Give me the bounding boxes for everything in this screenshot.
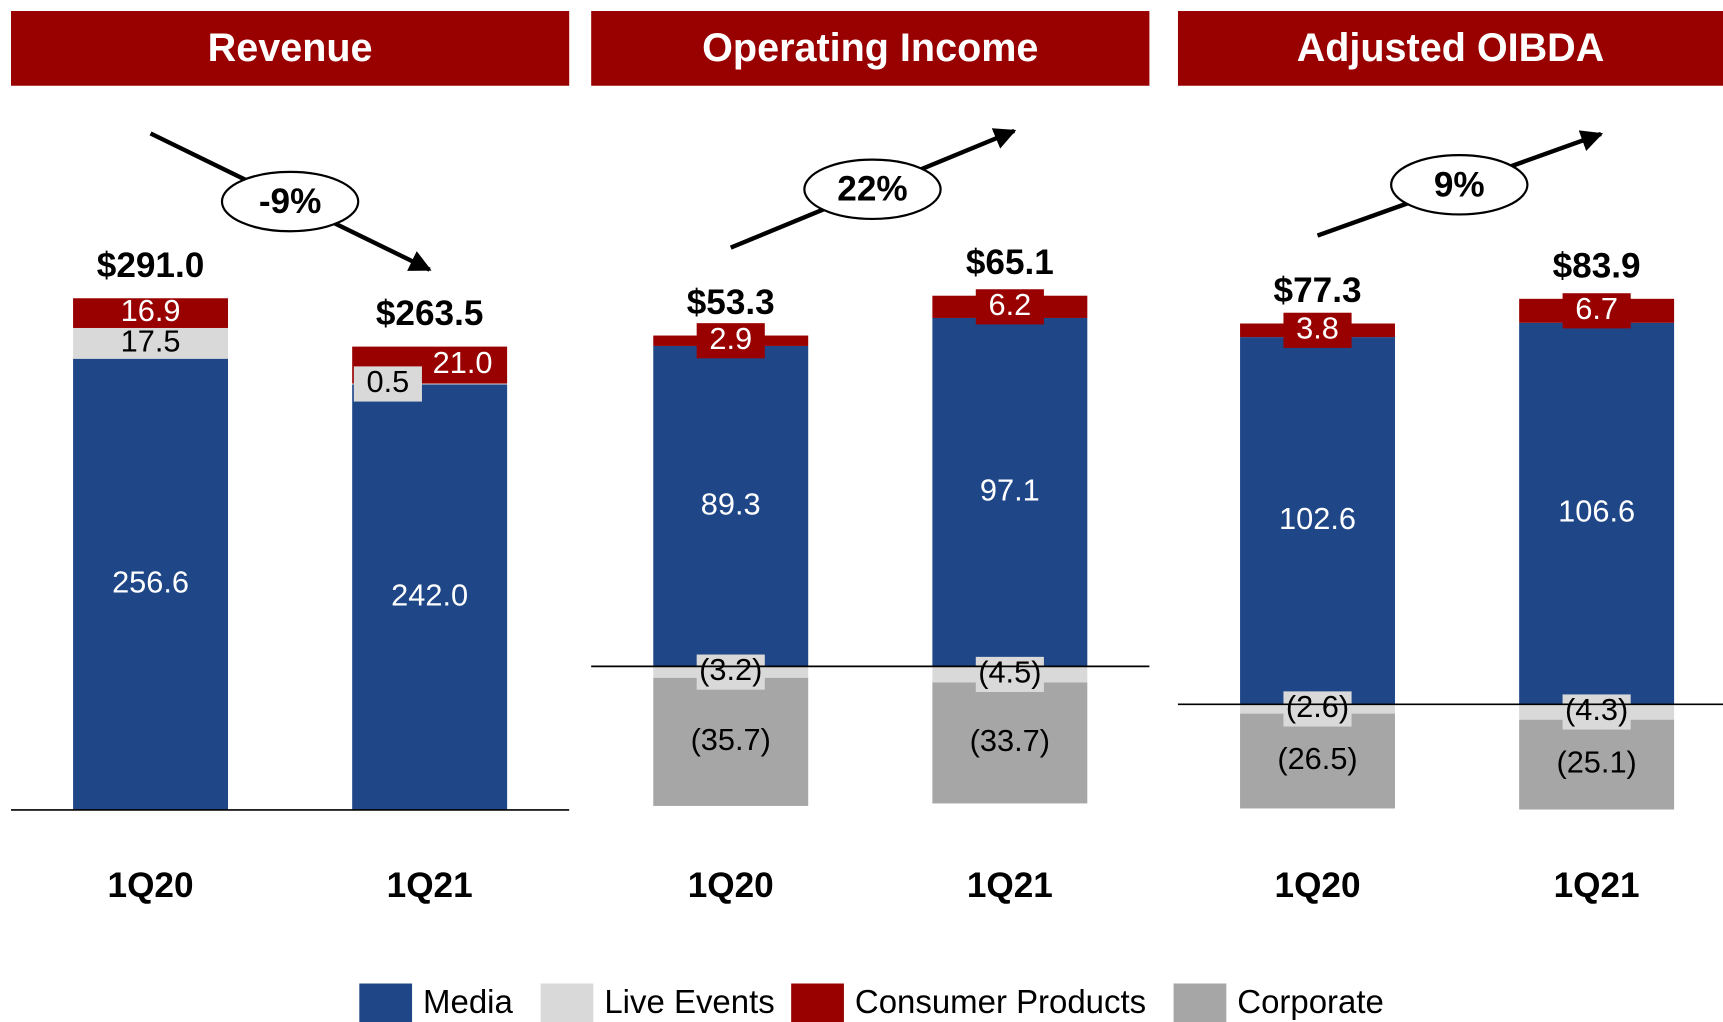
label-box — [975, 289, 1044, 325]
data-label: 242.0 — [391, 577, 468, 612]
legend-swatch — [540, 983, 594, 1022]
panel-header — [1177, 11, 1723, 86]
bar-segment — [73, 298, 229, 328]
data-label: 21.0 — [433, 345, 493, 380]
data-label: (33.7) — [970, 723, 1050, 758]
x-tick-label: 1Q21 — [1554, 866, 1640, 905]
legend-swatch — [359, 983, 413, 1022]
data-label: 2.9 — [709, 321, 752, 356]
label-box — [1562, 293, 1631, 329]
bar-segment — [932, 682, 1088, 804]
panel-title: Revenue — [208, 26, 373, 70]
data-label: 0.5 — [367, 364, 410, 399]
change-bubble — [1390, 154, 1529, 216]
data-label: (4.5) — [978, 655, 1041, 690]
data-label: 106.6 — [1558, 494, 1635, 529]
legend-label: Media — [423, 983, 513, 1020]
total-label: $83.9 — [1553, 246, 1641, 285]
data-label: (26.5) — [1277, 741, 1357, 776]
data-label: (4.3) — [1565, 692, 1628, 727]
change-label: -9% — [259, 182, 322, 221]
label-box — [975, 656, 1044, 693]
panel-title: Operating Income — [702, 26, 1038, 70]
label-box — [1562, 694, 1631, 730]
legend-label: Live Events — [604, 983, 774, 1020]
legend-label: Consumer Products — [855, 983, 1146, 1020]
x-tick-label: 1Q20 — [1275, 866, 1361, 905]
data-label: 89.3 — [701, 486, 761, 521]
change-label: 22% — [837, 170, 907, 209]
total-label: $65.1 — [966, 243, 1054, 282]
label-box — [696, 654, 765, 690]
change-bubble — [803, 158, 942, 221]
label-box — [1283, 691, 1352, 727]
legend-swatch — [1173, 983, 1227, 1022]
bar-segment — [653, 677, 809, 806]
x-tick-label: 1Q20 — [688, 866, 774, 905]
panel-title: Adjusted OIBDA — [1297, 26, 1605, 70]
total-label: $53.3 — [687, 283, 775, 322]
legend-swatch — [791, 983, 844, 1022]
bar-segment — [1240, 713, 1395, 809]
bar-segment — [1519, 322, 1675, 705]
data-label: 16.9 — [121, 293, 181, 328]
total-label: $291.0 — [97, 246, 205, 285]
data-label: 97.1 — [980, 472, 1040, 507]
data-label: 6.7 — [1575, 291, 1618, 326]
data-label: 3.8 — [1296, 310, 1339, 345]
total-label: $263.5 — [376, 294, 484, 333]
data-label: 256.6 — [112, 564, 189, 599]
panel-header — [10, 11, 570, 86]
bar-segment — [73, 327, 229, 359]
bar-segment — [1519, 719, 1675, 810]
x-tick-label: 1Q20 — [108, 866, 194, 905]
change-label: 9% — [1434, 165, 1485, 204]
data-label: (25.1) — [1556, 745, 1636, 780]
bar-segment — [932, 317, 1088, 667]
label-box — [696, 323, 765, 359]
x-tick-label: 1Q21 — [387, 866, 473, 905]
bar-segment — [352, 384, 508, 810]
bar-segment — [1240, 337, 1395, 705]
legend-label: Corporate — [1237, 983, 1384, 1020]
total-label: $77.3 — [1274, 271, 1362, 310]
data-label: (2.6) — [1286, 689, 1349, 724]
label-box — [353, 366, 422, 402]
data-label: 17.5 — [121, 323, 181, 358]
bar-segment — [653, 345, 809, 667]
panel-header — [591, 11, 1150, 86]
data-label: 6.2 — [988, 287, 1031, 322]
x-tick-label: 1Q21 — [967, 866, 1053, 905]
data-label: 102.6 — [1279, 501, 1356, 536]
label-box — [1283, 312, 1352, 348]
bar-segment — [73, 358, 229, 810]
data-label: (35.7) — [691, 722, 771, 757]
bar-segment — [352, 383, 508, 385]
change-bubble — [220, 170, 360, 233]
data-label: (3.2) — [699, 652, 762, 687]
